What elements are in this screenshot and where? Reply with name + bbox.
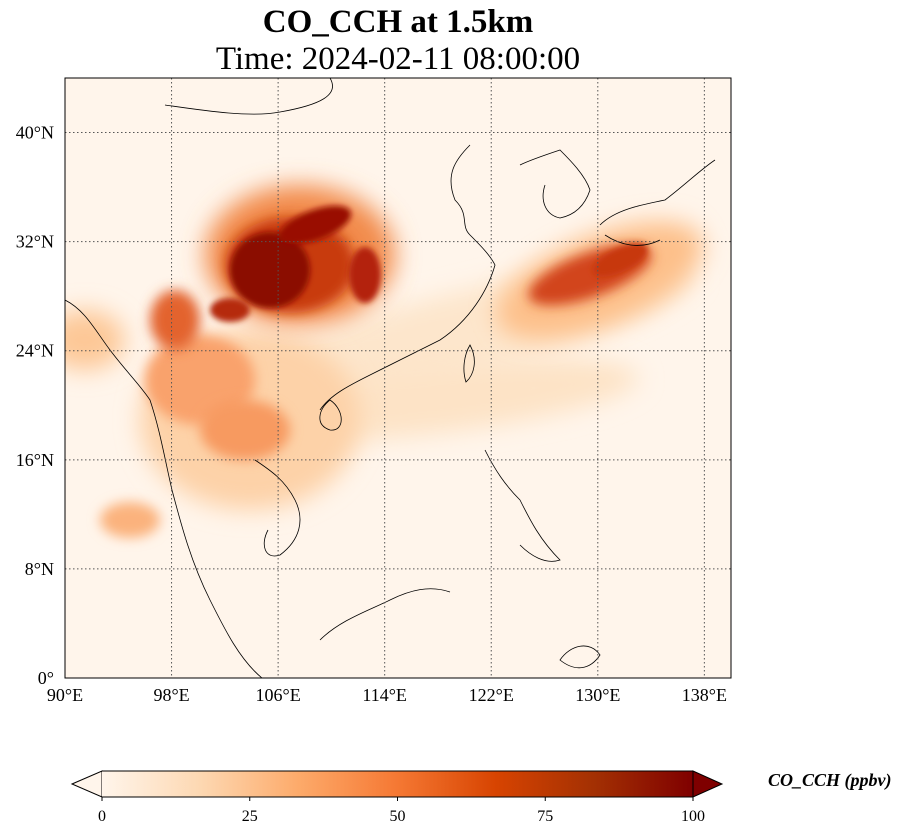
latitude-tick-label: 40°N <box>16 123 54 143</box>
colorbar-ticks: 0 25 50 75 100 <box>98 797 705 825</box>
concentration-field <box>65 185 704 538</box>
colorbar-tick-label: 75 <box>537 808 553 825</box>
coastlines <box>65 78 716 678</box>
longitude-tick-label: 122°E <box>469 685 514 705</box>
longitude-tick-label: 130°E <box>575 685 620 705</box>
longitude-tick-label: 138°E <box>682 685 727 705</box>
latitude-tick-label: 32°N <box>16 232 54 252</box>
longitude-tick-label: 98°E <box>153 685 189 705</box>
longitude-tick-label: 90°E <box>47 685 83 705</box>
colorbar-tick-label: 0 <box>98 808 106 825</box>
colorbar-tick-label: 100 <box>681 808 705 825</box>
map-frame <box>64 77 732 679</box>
colorbar-tick-label: 50 <box>390 808 406 825</box>
colorbar-extend-high <box>692 770 724 798</box>
map-subtitle: Time: 2024-02-11 08:00:00 <box>215 41 581 77</box>
latitude-tick-label: 16°N <box>16 450 54 470</box>
map-title: CO_CCH at 1.5km <box>262 4 534 40</box>
longitude-tick-label: 106°E <box>256 685 301 705</box>
latitude-tick-label: 8°N <box>25 559 54 579</box>
latitude-tick-labels: 0° 8°N 16°N 24°N 32°N 40°N <box>16 123 54 688</box>
colorbar: 0 25 50 75 100 <box>70 770 724 825</box>
colorbar-extend-low <box>70 770 103 798</box>
longitude-tick-label: 114°E <box>362 685 407 705</box>
colorbar-bar <box>102 771 693 797</box>
latitude-tick-label: 24°N <box>16 341 54 361</box>
latitude-tick-label: 0° <box>38 668 54 688</box>
longitude-tick-labels: 90°E 98°E 106°E 114°E 122°E 130°E 138°E <box>47 685 727 705</box>
colorbar-label: CO_CCH (ppbv) <box>768 770 892 790</box>
colorbar-tick-label: 25 <box>242 808 258 825</box>
